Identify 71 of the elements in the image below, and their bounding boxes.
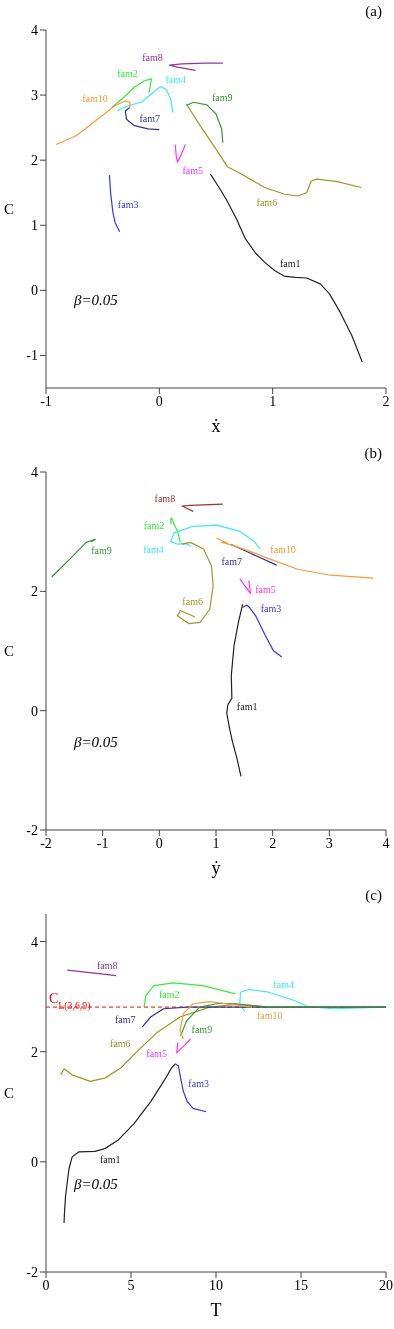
y-tick-label: -2 (26, 1264, 38, 1280)
series-label: fam3 (188, 1078, 209, 1090)
series-label: fam6 (110, 1038, 131, 1050)
series-label: fam3 (260, 602, 282, 614)
y-tick-label: 4 (31, 22, 38, 38)
series-label: fam8 (142, 52, 163, 64)
y-tick-label: 0 (31, 283, 38, 299)
x-tick-label: 5 (127, 1277, 135, 1293)
x-axis-title: ẋ (211, 416, 221, 436)
series-label: fam5 (146, 1047, 167, 1059)
x-axis-title: ẏ (211, 858, 221, 878)
series-label: fam8 (96, 959, 118, 971)
x-tick-label: 0 (155, 835, 163, 851)
series-label: fam10 (257, 1010, 283, 1022)
series-label: fam4 (273, 979, 294, 991)
x-tick-label: -1 (96, 835, 109, 851)
y-tick-label: 4 (31, 464, 38, 480)
series-label: fam9 (211, 91, 233, 103)
x-tick-label: 20 (379, 1277, 393, 1293)
annotation: β=0.05 (74, 1176, 118, 1193)
series-label: fam10 (82, 92, 108, 104)
series-label: fam2 (117, 67, 138, 79)
x-tick-label: 1 (269, 393, 277, 409)
series-label: fam7 (221, 555, 243, 567)
x-tick-label: 2 (382, 393, 390, 409)
y-tick-label: -2 (26, 822, 38, 838)
annotation: β=0.05 (74, 292, 118, 309)
x-tick-label: 2 (269, 835, 277, 851)
series-label: fam5 (182, 165, 204, 177)
x-tick-label: 0 (42, 1277, 50, 1293)
y-tick-label: 2 (31, 1044, 38, 1060)
chart-title: (a) (364, 2, 383, 21)
y-axis-title: C (4, 201, 15, 218)
x-tick-label: 1 (212, 835, 220, 851)
x-tick-label: 4 (382, 835, 390, 851)
chart-title: (c) (364, 886, 383, 905)
series-label: fam3 (117, 199, 139, 211)
series-label: fam5 (255, 583, 276, 595)
y-tick-label: 2 (31, 584, 38, 600)
y-axis-title: C (4, 643, 15, 660)
series-label: fam2 (143, 519, 165, 531)
y-tick-label: 4 (31, 934, 38, 950)
series-label: fam1 (279, 257, 301, 269)
series-label: fam4 (143, 544, 164, 556)
y-tick-label: 0 (31, 703, 38, 719)
series-label: fam2 (158, 988, 180, 1000)
series-label: fam1 (99, 1154, 121, 1166)
x-tick-label: 3 (325, 835, 333, 851)
series-label: fam8 (154, 493, 176, 505)
series-label: fam4 (165, 73, 187, 85)
series-label: fam7 (114, 1013, 136, 1025)
x-tick-label: 0 (155, 393, 163, 409)
y-tick-label: -1 (26, 348, 38, 364)
series-label: fam10 (270, 544, 296, 556)
series-label: fam7 (139, 112, 160, 124)
series-label: fam6 (256, 197, 278, 209)
series-label: fam6 (182, 596, 203, 608)
annotation: β=0.05 (74, 734, 118, 751)
ref-line-label: C$_{L(3,6,9)}$ (49, 991, 91, 1012)
y-tick-label: 0 (31, 1154, 38, 1170)
y-tick-label: 1 (31, 218, 38, 234)
chart-title: (b) (363, 444, 383, 463)
series-label: fam1 (236, 701, 258, 713)
x-tick-label: 10 (209, 1277, 223, 1293)
x-axis-title: T (210, 1300, 222, 1320)
y-axis-title: C (4, 1085, 15, 1102)
x-tick-label: 15 (294, 1277, 308, 1293)
y-tick-label: 2 (31, 153, 38, 169)
y-tick-label: 3 (31, 88, 38, 104)
series-label: fam9 (191, 1023, 213, 1035)
series-label: fam9 (91, 545, 112, 557)
